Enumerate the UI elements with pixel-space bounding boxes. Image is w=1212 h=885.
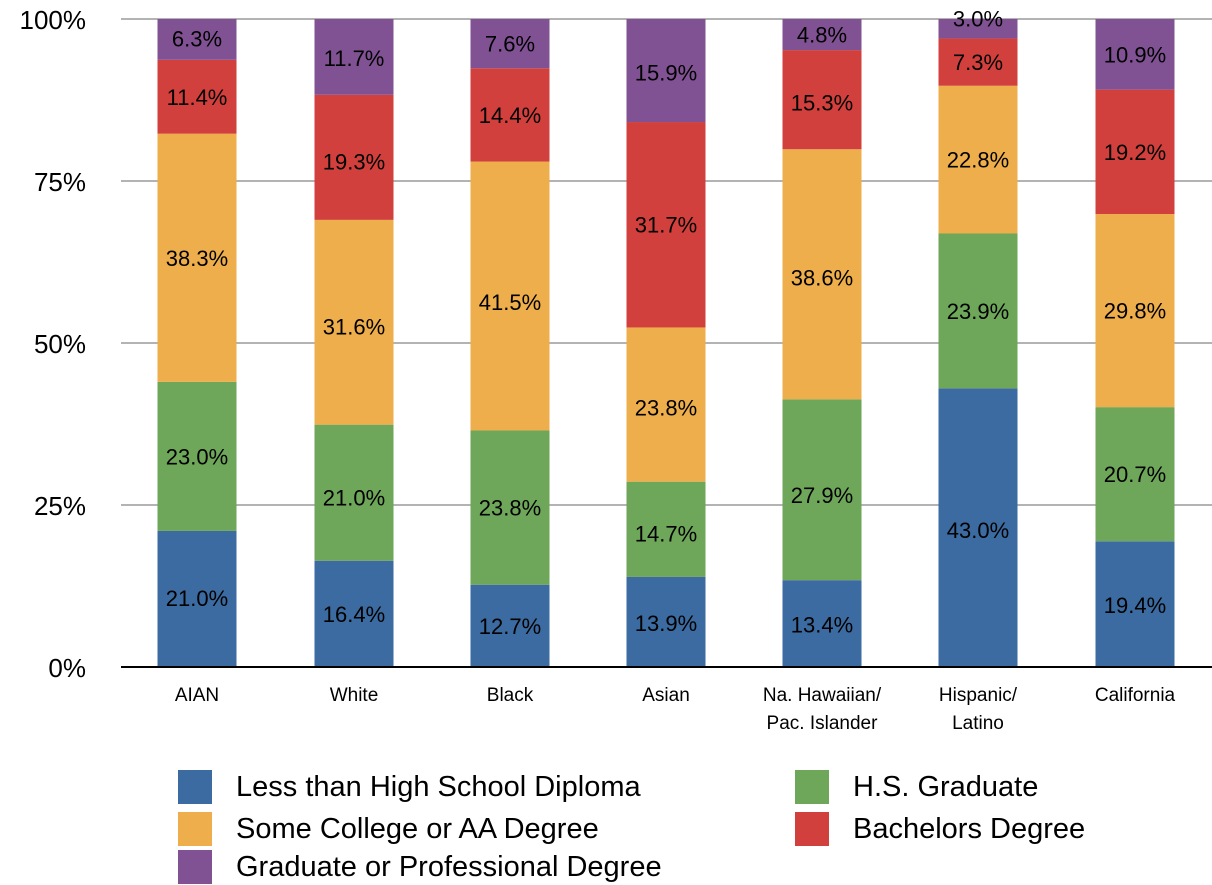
data-label: 6.3% bbox=[172, 26, 222, 51]
bar-segment bbox=[782, 149, 862, 400]
data-label: 22.8% bbox=[947, 148, 1009, 173]
data-label: 4.8% bbox=[797, 23, 847, 48]
y-tick-label: 75% bbox=[34, 167, 86, 197]
bars bbox=[157, 19, 1175, 667]
x-tick-label: Asian bbox=[642, 685, 690, 706]
data-label: 14.7% bbox=[635, 521, 697, 546]
data-label: 23.9% bbox=[947, 299, 1009, 324]
y-tick-label: 0% bbox=[48, 653, 86, 683]
bar-segment bbox=[626, 327, 706, 482]
data-label: 7.6% bbox=[485, 32, 535, 57]
data-label: 13.4% bbox=[791, 613, 853, 638]
bar-segment bbox=[938, 85, 1018, 234]
x-tick-label: Latino bbox=[952, 713, 1004, 734]
bar-segment bbox=[157, 381, 237, 531]
x-tick-label: Hispanic/ bbox=[939, 685, 1018, 706]
bar-segment bbox=[782, 19, 862, 51]
x-tick-label: White bbox=[330, 685, 379, 706]
y-tick-label: 100% bbox=[20, 5, 87, 35]
bar-segment bbox=[1095, 89, 1175, 215]
bar-segment bbox=[782, 399, 862, 581]
x-tick-label: Black bbox=[487, 685, 534, 706]
bar-segment bbox=[470, 161, 550, 431]
bar-segment bbox=[626, 481, 706, 577]
bar-segment bbox=[626, 19, 706, 123]
data-label: 15.3% bbox=[791, 91, 853, 116]
data-label: 7.3% bbox=[953, 50, 1003, 75]
y-tick-labels: 0% 25% 50% 75% 100% bbox=[20, 5, 87, 683]
x-tick-label: Pac. Islander bbox=[767, 713, 879, 734]
bar-segment bbox=[938, 233, 1018, 389]
bar-segment bbox=[626, 122, 706, 328]
bar-segment bbox=[938, 388, 1018, 667]
bar-segment bbox=[157, 133, 237, 382]
x-tick-label: California bbox=[1095, 685, 1176, 706]
y-tick-label: 50% bbox=[34, 329, 86, 359]
bar-segment bbox=[1095, 19, 1175, 90]
bar-segment bbox=[314, 19, 394, 95]
bar-segment bbox=[470, 68, 550, 162]
data-label: 21.0% bbox=[323, 486, 385, 511]
data-label: 19.3% bbox=[323, 149, 385, 174]
data-label: 19.2% bbox=[1104, 140, 1166, 165]
data-label: 11.7% bbox=[324, 46, 385, 71]
bar-segment bbox=[157, 19, 237, 60]
x-tick-label: Na. Hawaiian/ bbox=[763, 685, 882, 706]
data-label: 31.7% bbox=[635, 213, 697, 238]
bar-segment bbox=[626, 576, 706, 667]
bar-segment bbox=[314, 94, 394, 220]
data-label: 43.0% bbox=[947, 518, 1009, 543]
bar-segment bbox=[314, 424, 394, 561]
data-label: 38.6% bbox=[791, 265, 853, 290]
data-label: 12.7% bbox=[479, 614, 541, 639]
data-label: 31.6% bbox=[323, 314, 385, 339]
data-label: 38.3% bbox=[166, 246, 228, 271]
data-label: 14.4% bbox=[479, 103, 541, 128]
bar-segment bbox=[938, 19, 1018, 39]
data-label: 20.7% bbox=[1104, 462, 1166, 487]
bar-segment bbox=[157, 530, 237, 667]
data-labels: 21.0% 23.0% 38.3% 11.4% 6.3% 16.4% 21.0% 31.6% 1… bbox=[166, 7, 1166, 639]
bar-segment bbox=[1095, 407, 1175, 542]
data-label: 11.4% bbox=[167, 85, 228, 110]
data-label: 13.9% bbox=[635, 611, 697, 636]
data-label: 21.0% bbox=[166, 586, 228, 611]
bar-segment bbox=[470, 19, 550, 69]
bar-segment bbox=[314, 560, 394, 667]
x-tick-label: AIAN bbox=[175, 685, 219, 706]
data-label: 16.4% bbox=[323, 602, 385, 627]
bar-segment bbox=[938, 38, 1018, 86]
data-label: 29.8% bbox=[1104, 299, 1166, 324]
bar-segment bbox=[1095, 214, 1175, 408]
data-label: 19.4% bbox=[1104, 593, 1166, 618]
y-tick-label: 25% bbox=[34, 491, 86, 521]
data-label: 23.8% bbox=[479, 496, 541, 521]
bar-segment bbox=[1095, 541, 1175, 667]
data-label: 15.9% bbox=[635, 61, 697, 86]
bar-segment bbox=[314, 219, 394, 425]
data-label: 23.8% bbox=[635, 396, 697, 421]
data-label: 3.0% bbox=[953, 7, 1003, 32]
bar-segment bbox=[782, 50, 862, 150]
data-label: 41.5% bbox=[479, 290, 541, 315]
bar-segment bbox=[470, 430, 550, 585]
data-label: 10.9% bbox=[1104, 42, 1166, 67]
bar-segment bbox=[470, 584, 550, 667]
data-label: 23.0% bbox=[166, 444, 228, 469]
x-tick-labels: AIAN White Black Asian Na. Hawaiian/Pac. Isl… bbox=[175, 685, 1176, 734]
data-label: 27.9% bbox=[791, 483, 853, 508]
bar-segment bbox=[782, 580, 862, 667]
bar-segment bbox=[157, 59, 237, 134]
